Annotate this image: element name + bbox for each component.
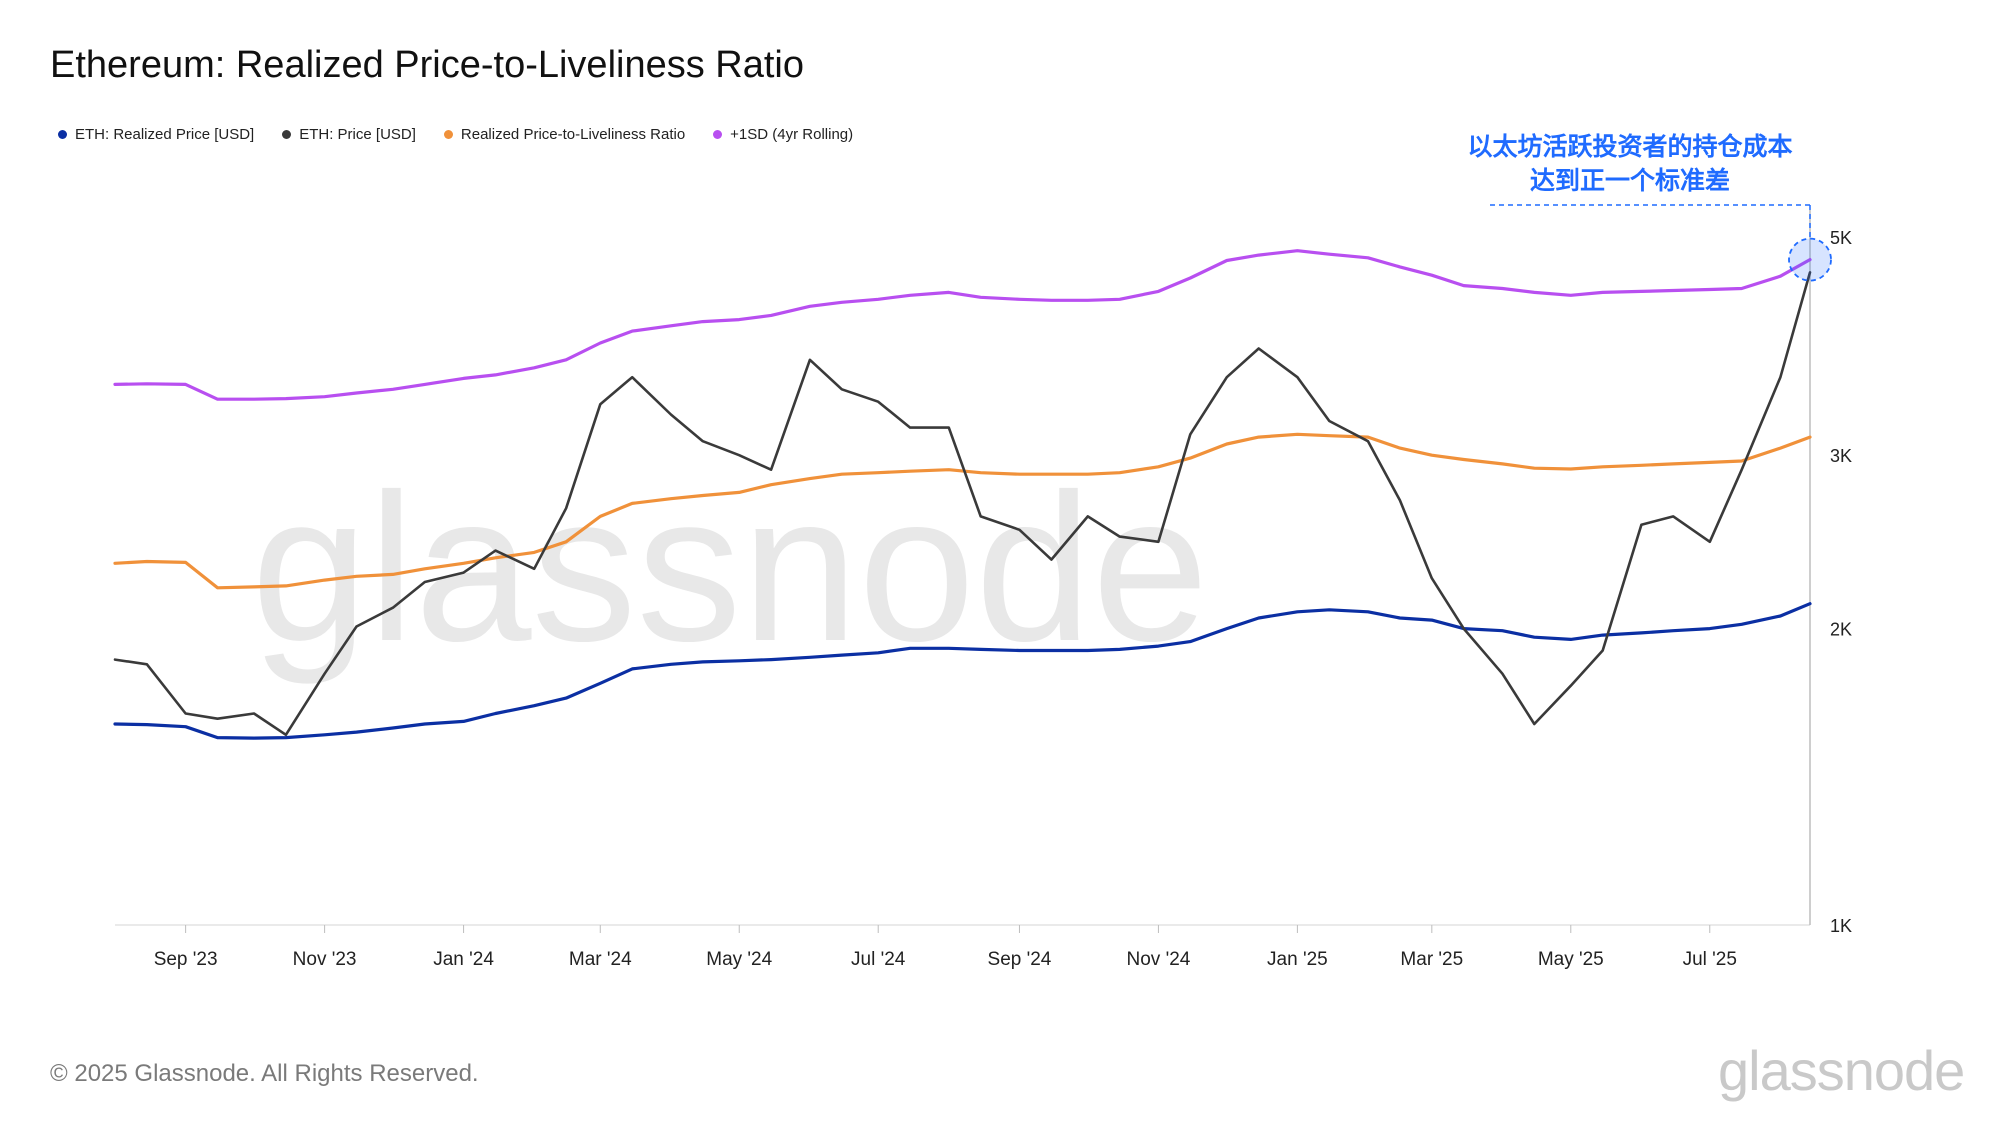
highlight-point-marker <box>1788 237 1832 282</box>
x-tick-label: Jan '25 <box>1267 949 1328 970</box>
legend-dot-realized-price <box>58 130 67 139</box>
series-line-plus-1sd <box>113 249 1812 401</box>
x-tick-label: May '25 <box>1538 949 1604 970</box>
legend-label-plus-1sd: +1SD (4yr Rolling) <box>730 126 854 143</box>
x-tick-label: Nov '24 <box>1127 949 1191 970</box>
legend-item-ratio[interactable]: Realized Price-to-Liveliness Ratio <box>443 126 686 143</box>
brand-logo-text: glassnode <box>1718 1039 1965 1102</box>
series-line-eth-price <box>113 271 1812 737</box>
y-tick-label: 1K <box>1830 916 1852 936</box>
annotation-line-2: 达到正一个标准差 <box>1529 167 1730 195</box>
legend-label-ratio: Realized Price-to-Liveliness Ratio <box>460 126 686 143</box>
legend-dot-ratio <box>443 130 453 139</box>
y-tick-label: 3K <box>1830 446 1852 466</box>
x-tick-label: Jan '24 <box>433 949 494 970</box>
legend-dot-plus-1sd <box>713 130 723 139</box>
legend-dot-price <box>282 130 292 139</box>
watermark-text: glassnode <box>251 450 1208 685</box>
y-tick-label: 2K <box>1830 620 1852 640</box>
annotation-layer <box>1490 204 1832 282</box>
x-tick-label: Nov '23 <box>293 949 357 970</box>
series-line-realized-price <box>113 602 1812 740</box>
legend-label-realized-price: ETH: Realized Price [USD] <box>75 126 255 143</box>
series-layer <box>113 249 1812 740</box>
chart-legend: ETH: Realized Price [USD] ETH: Price [US… <box>58 126 853 143</box>
x-tick-label: Jul '25 <box>1683 949 1737 970</box>
x-tick-label: Sep '23 <box>154 949 218 970</box>
annotation-line-1: 以太坊活跃投资者的持仓成本 <box>1467 133 1793 161</box>
annotation-callout: 以太坊活跃投资者的持仓成本 达到正一个标准差 <box>1420 130 1840 198</box>
copyright-footer: © 2025 Glassnode. All Rights Reserved. <box>50 1060 479 1087</box>
chart-title: Ethereum: Realized Price-to-Liveliness R… <box>50 44 804 86</box>
x-tick-label: Jul '24 <box>851 949 906 970</box>
y-tick-label: 5K <box>1830 228 1852 248</box>
legend-item-realized-price[interactable]: ETH: Realized Price [USD] <box>58 126 254 143</box>
axes-layer: Sep '23 Nov '23 Jan '24 Mar '24 May '24 Jul '… <box>115 210 1852 970</box>
x-tick-label: Mar '25 <box>1400 949 1463 970</box>
legend-label-price: ETH: Price [USD] <box>299 126 416 143</box>
x-tick-label: May '24 <box>706 949 772 970</box>
x-tick-label: Mar '24 <box>569 949 632 970</box>
x-tick-label: Sep '24 <box>988 949 1052 970</box>
legend-item-plus-1sd[interactable]: +1SD (4yr Rolling) <box>713 126 853 143</box>
legend-item-price[interactable]: ETH: Price [USD] <box>282 126 416 143</box>
